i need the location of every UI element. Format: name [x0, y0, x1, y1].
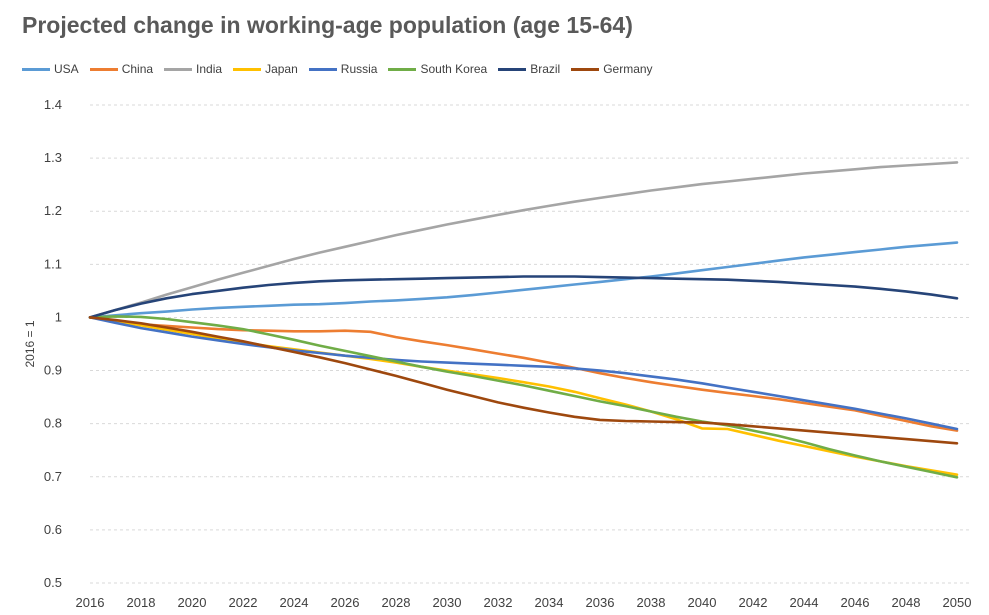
chart-legend: USA China India Japan Russia South Korea Brazi… — [22, 60, 664, 78]
y-axis-label: 2016 = 1 — [23, 320, 37, 367]
legend-item-germany: Germany — [571, 62, 653, 76]
x-tick-label: 2018 — [127, 595, 156, 610]
y-tick-label: 1.3 — [44, 150, 62, 165]
legend-swatch — [308, 67, 337, 71]
x-tick-label: 2044 — [790, 595, 819, 610]
legend-item-china: China — [89, 62, 154, 76]
x-tick-label: 2026 — [331, 595, 360, 610]
legend-item-japan: Japan — [233, 62, 298, 76]
x-tick-label: 2040 — [688, 595, 717, 610]
legend-swatch — [164, 67, 193, 71]
legend-swatch — [233, 67, 262, 71]
legend-swatch — [388, 67, 417, 71]
series-line-india — [88, 161, 959, 319]
y-tick-label: 0.7 — [44, 469, 62, 484]
y-tick-label: 0.5 — [44, 575, 62, 590]
x-tick-label: 2048 — [892, 595, 921, 610]
y-tick-label: 0.6 — [44, 522, 62, 537]
x-tick-label: 2030 — [433, 595, 462, 610]
legend-swatch — [571, 67, 600, 71]
legend-label: Japan — [265, 62, 298, 76]
series-line-south-korea — [88, 315, 959, 479]
y-tick-label: 1.1 — [44, 256, 62, 271]
series-line-russia — [88, 316, 959, 431]
series-line-usa — [88, 241, 959, 319]
y-tick-label: 1 — [55, 309, 62, 324]
y-tick-label: 1.2 — [44, 203, 62, 218]
x-tick-label: 2038 — [637, 595, 666, 610]
legend-swatch — [22, 67, 50, 71]
series-line-germany — [88, 316, 959, 445]
y-tick-label: 1.4 — [44, 97, 62, 112]
y-tick-label: 0.8 — [44, 416, 62, 431]
x-tick-label: 2016 — [76, 595, 105, 610]
legend-item-south-korea: South Korea — [388, 62, 487, 76]
legend-label: India — [196, 62, 223, 76]
legend-item-india: India — [164, 62, 222, 76]
legend-label: South Korea — [420, 62, 488, 76]
x-tick-label: 2032 — [484, 595, 513, 610]
legend-label: Brazil — [530, 62, 561, 76]
x-tick-label: 2020 — [178, 595, 207, 610]
x-tick-label: 2024 — [280, 595, 309, 610]
legend-label: China — [121, 62, 154, 76]
x-tick-label: 2050 — [943, 595, 972, 610]
x-tick-label: 2042 — [739, 595, 768, 610]
x-tick-label: 2046 — [841, 595, 870, 610]
legend-label: Germany — [603, 62, 653, 76]
legend-item-russia: Russia — [308, 62, 378, 76]
x-tick-label: 2034 — [535, 595, 564, 610]
legend-label: USA — [54, 62, 79, 76]
legend-swatch — [89, 67, 118, 71]
series-line-china — [88, 316, 959, 432]
legend-swatch — [498, 67, 527, 71]
x-tick-label: 2036 — [586, 595, 615, 610]
x-tick-label: 2022 — [229, 595, 258, 610]
legend-item-brazil: Brazil — [498, 62, 560, 76]
chart-title: Projected change in working-age populati… — [22, 12, 633, 38]
legend-label: Russia — [340, 62, 378, 76]
y-tick-label: 0.9 — [44, 363, 62, 378]
series-line-brazil — [88, 275, 959, 319]
x-tick-label: 2028 — [382, 595, 411, 610]
legend-item-usa: USA — [22, 62, 79, 76]
